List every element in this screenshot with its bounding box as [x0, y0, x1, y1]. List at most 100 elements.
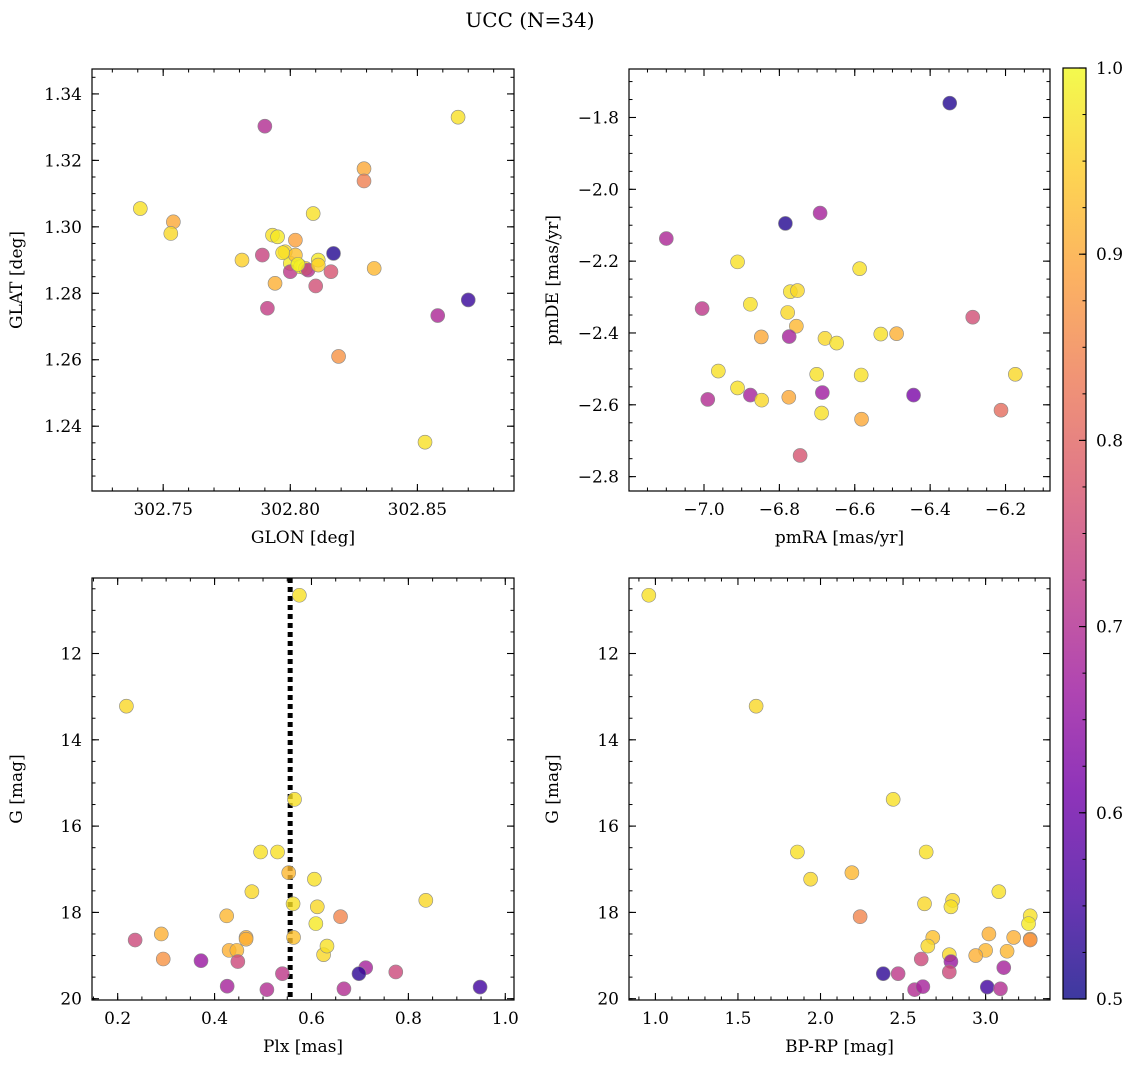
- data-point: [286, 930, 301, 945]
- data-point: [153, 926, 169, 942]
- data-point: [333, 909, 348, 925]
- data-point: [790, 844, 805, 860]
- data-point: [941, 964, 957, 980]
- y-axis-label: GLAT [deg]: [7, 231, 27, 329]
- data-point: [889, 326, 904, 341]
- data-point: [890, 966, 906, 981]
- data-point: [234, 252, 250, 268]
- data-point: [659, 231, 674, 246]
- y-tick-label: 16: [60, 817, 82, 837]
- x-tick-label: 1.0: [492, 1009, 519, 1029]
- data-point: [275, 245, 290, 261]
- data-point: [417, 434, 433, 450]
- data-point: [792, 448, 808, 463]
- data-point: [993, 981, 1008, 997]
- data-point: [1006, 930, 1021, 945]
- data-point: [308, 278, 324, 294]
- panel-bprp-g: 1.0 1.5 2.0 2.5 3.0 12 14 16 18 20 BP-RP [mag] G [m…: [543, 577, 1051, 1057]
- x-tick-label: −6.4: [910, 500, 951, 520]
- y-tick-label: 1.26: [44, 351, 82, 371]
- colorbar-tick-label: 0.7: [1096, 618, 1123, 638]
- y-tick-label: −2.8: [578, 468, 619, 488]
- data-point: [127, 932, 143, 948]
- data-point: [267, 276, 283, 291]
- data-point: [873, 326, 889, 342]
- data-point: [356, 161, 372, 176]
- x-tick-label: 302.85: [388, 500, 447, 520]
- data-point: [996, 960, 1012, 975]
- data-point: [754, 392, 769, 408]
- data-point: [1022, 932, 1038, 948]
- scatter-series: [133, 109, 476, 450]
- data-point: [193, 953, 209, 969]
- data-point: [331, 349, 346, 364]
- data-point: [238, 931, 254, 947]
- x-tick-label: 0.2: [104, 1009, 131, 1029]
- x-tick-label: 3.0: [972, 1009, 999, 1029]
- x-tick-label: 2.5: [890, 1009, 917, 1029]
- data-point: [852, 909, 868, 925]
- data-point: [155, 951, 171, 967]
- x-axis-label: BP-RP [mag]: [785, 1037, 894, 1057]
- data-point: [875, 966, 891, 981]
- x-tick-label: 302.75: [133, 500, 192, 520]
- data-point: [351, 966, 367, 981]
- data-point: [270, 844, 285, 860]
- data-point: [292, 587, 307, 603]
- data-point: [743, 296, 758, 312]
- x-tick-label: 0.8: [395, 1009, 422, 1029]
- data-point: [915, 979, 931, 994]
- x-axis-label: Plx [mas]: [263, 1037, 343, 1057]
- scatter-series: [119, 587, 488, 997]
- y-tick-label: −1.8: [578, 108, 619, 128]
- data-point: [906, 387, 921, 403]
- y-tick-label: 1.30: [44, 218, 82, 238]
- y-tick-label: 14: [597, 731, 619, 751]
- x-tick-label: 0.4: [201, 1009, 228, 1029]
- data-point: [219, 908, 234, 924]
- data-point: [748, 698, 764, 714]
- colorbar: 0.5 0.6 0.7 0.8 0.9 1.0: [1062, 59, 1123, 1010]
- y-tick-label: 12: [60, 645, 82, 665]
- y-tick-label: −2.4: [578, 324, 619, 344]
- data-point: [790, 283, 805, 298]
- data-point: [259, 982, 275, 997]
- colorbar-tick-label: 0.9: [1096, 245, 1123, 265]
- colorbar-tick-label: 0.6: [1096, 804, 1123, 824]
- x-tick-label: −6.8: [759, 500, 800, 520]
- data-point: [815, 385, 830, 400]
- data-point: [285, 896, 301, 912]
- data-point: [1021, 916, 1036, 931]
- data-point: [711, 363, 726, 379]
- colorbar-tick-label: 1.0: [1096, 59, 1123, 79]
- y-tick-label: −2.6: [578, 396, 619, 416]
- data-point: [260, 300, 275, 316]
- data-point: [450, 109, 466, 125]
- data-point: [942, 95, 958, 111]
- data-point: [641, 587, 657, 603]
- x-tick-label: −7.0: [683, 500, 724, 520]
- y-tick-label: 1.32: [44, 151, 82, 171]
- data-point: [287, 792, 302, 807]
- data-point: [1008, 366, 1023, 382]
- data-point: [281, 865, 297, 881]
- y-tick-label: 20: [60, 990, 82, 1010]
- data-point: [336, 981, 352, 997]
- data-point: [812, 205, 828, 221]
- figure-title: UCC (N=34): [465, 8, 594, 32]
- panel-plx-g: 0.2 0.4 0.6 0.8 1.0 12 14 16 18 20 Plx [mas] G [mag…: [7, 577, 519, 1057]
- data-point: [803, 871, 818, 887]
- data-point: [781, 389, 797, 405]
- plot-frame: [628, 577, 1051, 1001]
- data-point: [310, 257, 326, 273]
- plot-frame: [91, 577, 515, 1001]
- data-point: [778, 216, 793, 231]
- data-point: [920, 938, 936, 954]
- data-point: [275, 966, 290, 981]
- data-point: [753, 329, 769, 345]
- y-tick-label: −2.2: [578, 252, 619, 272]
- data-point: [430, 308, 446, 323]
- y-tick-label: 1.24: [44, 417, 82, 437]
- data-point: [993, 402, 1009, 418]
